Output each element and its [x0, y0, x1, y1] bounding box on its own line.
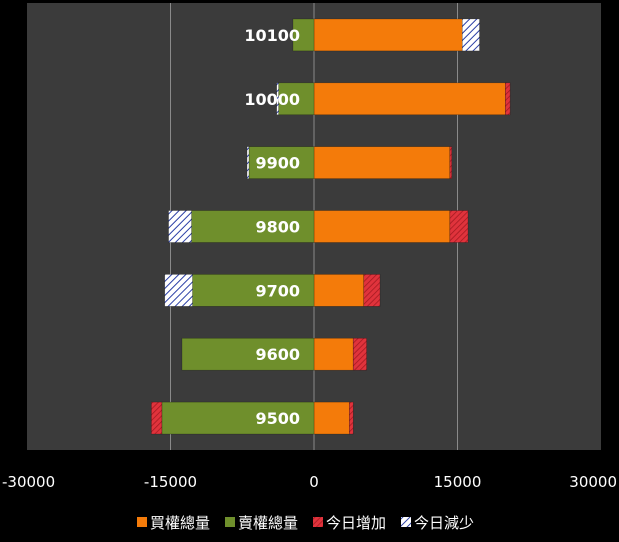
bar-9800 [191, 210, 315, 243]
bars [151, 18, 511, 435]
category-label: 9500 [255, 409, 300, 428]
bar-9700 [192, 274, 315, 307]
bar-9900 [248, 146, 315, 179]
bar-9800 [449, 210, 469, 243]
legend-item: 今日減少 [401, 514, 474, 532]
legend-label: 今日減少 [414, 514, 474, 532]
category-label: 10100 [244, 26, 300, 45]
bar-9700 [313, 274, 365, 307]
category-label: 9800 [255, 218, 300, 237]
bar-9500 [151, 401, 163, 435]
legend-label: 賣權總量 [238, 514, 298, 532]
legend-item: 買權總量 [137, 514, 210, 532]
bar-9700 [363, 274, 381, 307]
category-label: 9700 [255, 281, 300, 300]
category-label: 9600 [255, 345, 300, 364]
bar-9800 [168, 210, 192, 243]
legend-swatch [225, 517, 235, 527]
bar-9700 [164, 274, 193, 307]
bar-10000 [505, 82, 511, 116]
x-tick-label: 15000 [434, 473, 482, 491]
bar-9600 [181, 337, 315, 371]
bar-10000 [313, 82, 506, 116]
legend-swatch [313, 517, 323, 527]
bar-10100 [461, 18, 480, 52]
x-tick-label: 0 [309, 473, 319, 491]
legend-swatch [401, 517, 411, 527]
bar-10100 [292, 18, 315, 52]
legend-swatch [137, 517, 147, 527]
bar-9900 [449, 146, 453, 179]
legend: 買權總量 賣權總量 今日增加 今日減少 [137, 514, 474, 532]
bar-9600 [352, 337, 367, 371]
legend-item: 今日增加 [313, 514, 386, 532]
bar-9800 [313, 210, 451, 243]
legend-item: 賣權總量 [225, 514, 298, 532]
bar-9500 [313, 401, 350, 435]
x-tick-label: -30000 [2, 473, 55, 491]
bar-10000 [276, 82, 279, 116]
bar-9900 [313, 146, 451, 179]
bar-9600 [313, 337, 354, 371]
x-axis-tick-labels: -30000 -15000 0 15000 30000 [2, 473, 617, 491]
legend-label: 買權總量 [150, 514, 210, 532]
category-labels: 10100 10000 9900 9800 9700 9600 9500 [244, 26, 300, 428]
x-tick-label: 30000 [569, 473, 617, 491]
bar-9500 [349, 401, 354, 435]
bar-10100 [313, 18, 463, 52]
category-label: 10000 [244, 90, 300, 109]
category-label: 9900 [255, 154, 300, 173]
legend-label: 今日增加 [326, 514, 386, 532]
bar-10000 [278, 82, 315, 116]
bar-9900 [246, 146, 250, 179]
x-tick-label: -15000 [144, 473, 197, 491]
